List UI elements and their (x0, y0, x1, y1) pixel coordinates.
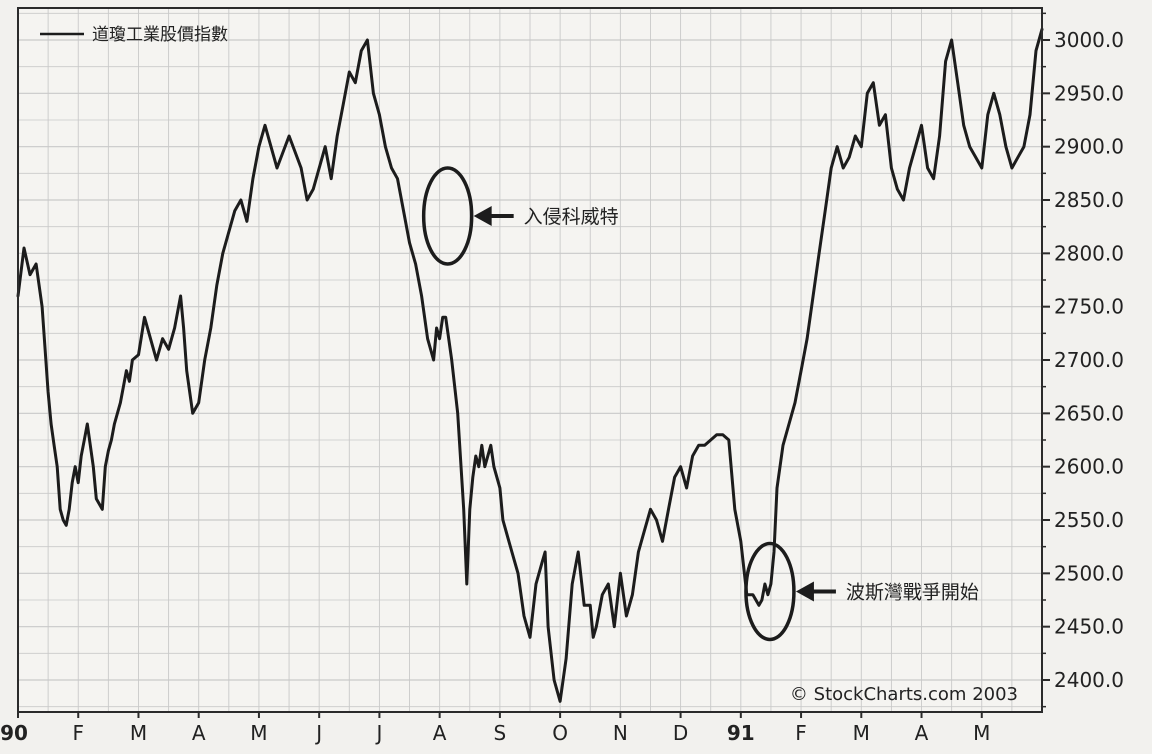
y-tick-label: 2900.0 (1054, 135, 1124, 159)
annotation-circle-1 (421, 166, 474, 266)
x-tick-label: M (130, 721, 147, 745)
series-layer (16, 27, 1044, 703)
x-tick-label: F (72, 721, 84, 745)
x-tick-label: D (673, 721, 688, 745)
legend-label: 道瓊工業股價指數 (92, 25, 228, 45)
y-tick-label: 2950.0 (1054, 81, 1124, 105)
annotation-label-1: 入侵科威特 (524, 206, 619, 228)
axes: 3000.0 2950.0 2900.0 2850.0 2800.0 2750.0 2700… (0, 7, 1124, 745)
y-tick-label: 2850.0 (1054, 188, 1124, 212)
grid-lines (17, 8, 1043, 712)
annotation-label-2: 波斯灣戰爭開始 (846, 581, 979, 603)
x-tick-label: N (613, 721, 628, 745)
y-tick-label: 2700.0 (1054, 348, 1124, 372)
y-tick-label: 2400.0 (1054, 668, 1124, 692)
x-tick-label: 90 (0, 721, 28, 745)
y-tick-label: 2550.0 (1054, 508, 1124, 532)
annotation-circle-2 (744, 541, 796, 642)
x-tick-label: F (795, 721, 807, 745)
x-tick-label: A (433, 721, 447, 745)
y-tick-label: 2650.0 (1054, 401, 1124, 425)
y-tick-label: 2750.0 (1054, 295, 1124, 319)
copyright-notice: © StockCharts.com 2003 (790, 684, 1018, 705)
y-tick-label: 2500.0 (1054, 561, 1124, 585)
x-tick-label: M (973, 721, 990, 745)
x-tick-label: M (853, 721, 870, 745)
x-tick-label: J (374, 721, 382, 745)
x-tick-label: 91 (727, 721, 755, 745)
x-tick-label: J (314, 721, 322, 745)
x-tick-label: M (250, 721, 267, 745)
x-tick-label: A (915, 721, 929, 745)
y-tick-label: 2800.0 (1054, 241, 1124, 265)
legend: 道瓊工業股價指數 (40, 25, 228, 45)
annotation-arrow-head-2 (795, 581, 814, 602)
y-tick-label: 2450.0 (1054, 615, 1124, 639)
x-tick-label: O (552, 721, 568, 745)
x-tick-label: A (192, 721, 206, 745)
y-tick-label: 2600.0 (1054, 455, 1124, 479)
y-tick-label: 3000.0 (1054, 28, 1124, 52)
annotation-arrow-head-1 (473, 206, 492, 226)
x-tick-label: S (494, 721, 507, 745)
series-line-dow-jones (16, 27, 1044, 703)
